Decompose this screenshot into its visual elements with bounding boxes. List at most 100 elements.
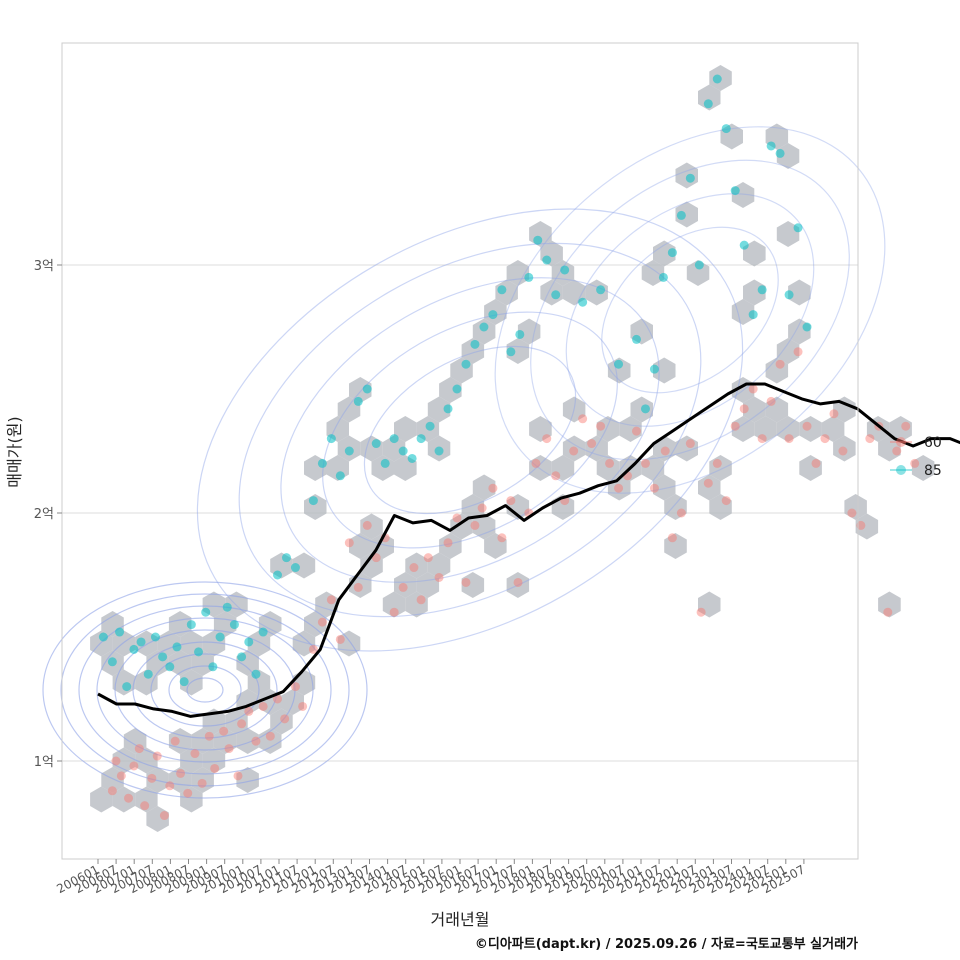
scatter-point-60 (793, 347, 803, 357)
hexbin-cell (236, 767, 259, 793)
scatter-point-60 (197, 778, 207, 788)
scatter-point-85 (326, 434, 336, 444)
scatter-point-85 (115, 627, 125, 637)
hexbin-cell (911, 455, 935, 481)
hexbin-cell (472, 474, 496, 501)
scatter-point-60 (170, 736, 180, 746)
hexbin-cell (731, 299, 755, 325)
scatter-point-60 (290, 682, 300, 692)
scatter-point-60 (632, 426, 641, 436)
scatter-point-60 (802, 421, 812, 431)
scatter-point-60 (596, 421, 606, 431)
hexbin-cell (506, 338, 530, 364)
density-contour (132, 641, 278, 739)
scatter-point-60 (190, 749, 200, 759)
density-contour (363, 345, 577, 515)
scatter-point-60 (251, 736, 261, 746)
scatter-point-60 (892, 446, 902, 456)
hexbin-cell (776, 338, 800, 364)
scatter-point-85 (434, 446, 444, 456)
scatter-point-60 (423, 553, 433, 563)
hexbin-cell (686, 260, 710, 286)
scatter-point-85 (258, 627, 268, 637)
scatter-point-60 (273, 694, 282, 704)
scatter-point-85 (470, 339, 480, 349)
scatter-point-85 (506, 347, 516, 357)
scatter-point-60 (434, 572, 444, 582)
hexbin-cell (405, 591, 428, 618)
hexbin-cell (427, 396, 451, 423)
scatter-point-85 (524, 272, 534, 282)
scatter-point-60 (140, 801, 150, 811)
scatter-point-85 (165, 662, 175, 672)
scatter-point-60 (159, 811, 169, 821)
hexbin-cell (799, 455, 822, 481)
scatter-point-85 (667, 248, 677, 258)
scatter-point-85 (739, 240, 749, 250)
scatter-point-60 (730, 421, 740, 431)
scatter-point-85 (488, 310, 498, 320)
hexbin-cell (168, 728, 192, 754)
hexbin-cell (292, 630, 316, 657)
scatter-point-85 (416, 434, 426, 444)
hexbin-cell (596, 416, 620, 442)
scatter-point-85 (237, 652, 247, 662)
scatter-point-60 (757, 434, 767, 444)
hexbin-cell (461, 572, 485, 598)
scatter-point-60 (488, 483, 498, 493)
scatter-point-85 (694, 260, 704, 270)
hexbin-cell (653, 240, 676, 267)
legend-key-marker (896, 465, 906, 475)
hexbin-cell (664, 533, 687, 559)
scatter-point-60 (210, 763, 220, 773)
scatter-point-60 (183, 788, 193, 798)
hexbin-cell (698, 84, 721, 111)
scatter-point-60 (152, 751, 162, 761)
scatter-point-60 (838, 446, 848, 456)
scatter-point-85 (649, 364, 659, 374)
hexbin-cell (168, 611, 192, 637)
scatter-point-85 (596, 285, 606, 295)
scatter-point-60 (578, 414, 588, 424)
scatter-point-60 (265, 731, 275, 741)
hexbin-cell (641, 260, 665, 286)
scatter-point-85 (425, 421, 435, 431)
scatter-point-60 (676, 508, 686, 518)
scatter-point-85 (251, 669, 261, 679)
hexbin-cell (394, 416, 417, 442)
hexbin-cell (833, 396, 856, 423)
hexbin-cell (765, 357, 789, 384)
hexbin-cell (653, 357, 676, 384)
hexbin-cell (675, 201, 698, 228)
scatter-point-60 (696, 607, 706, 617)
scatter-point-85 (407, 453, 417, 463)
hexbin-cell (765, 396, 789, 423)
scatter-point-85 (158, 652, 168, 662)
hexbin-cell (191, 650, 214, 676)
scatter-point-85 (443, 404, 453, 414)
hexbin-cell (506, 494, 530, 520)
hexbin-cell (360, 513, 383, 540)
scatter-point-60 (443, 538, 453, 548)
hexbin-cell (833, 435, 856, 462)
hexbin-cell (337, 630, 361, 657)
scatter-point-60 (116, 771, 126, 781)
scatter-point-85 (308, 496, 318, 506)
scatter-point-85 (129, 644, 139, 654)
scatter-point-60 (901, 421, 911, 431)
hexbin-cell (472, 513, 496, 540)
scatter-point-60 (409, 563, 419, 573)
y-tick-label: 3억 (34, 259, 54, 274)
legend-label: 60 (924, 435, 942, 451)
hexbin-cell (855, 513, 879, 540)
hexbin-cell (743, 240, 766, 267)
scatter-point-85 (640, 404, 650, 414)
scatter-point-60 (551, 471, 561, 481)
scatter-point-85 (533, 235, 543, 245)
legend: 60 85 (890, 435, 942, 479)
scatter-point-60 (856, 520, 866, 530)
hexbin-cell (743, 396, 766, 423)
scatter-point-85 (179, 677, 189, 687)
hexbin-cell (236, 728, 259, 754)
scatter-point-60 (452, 513, 462, 523)
